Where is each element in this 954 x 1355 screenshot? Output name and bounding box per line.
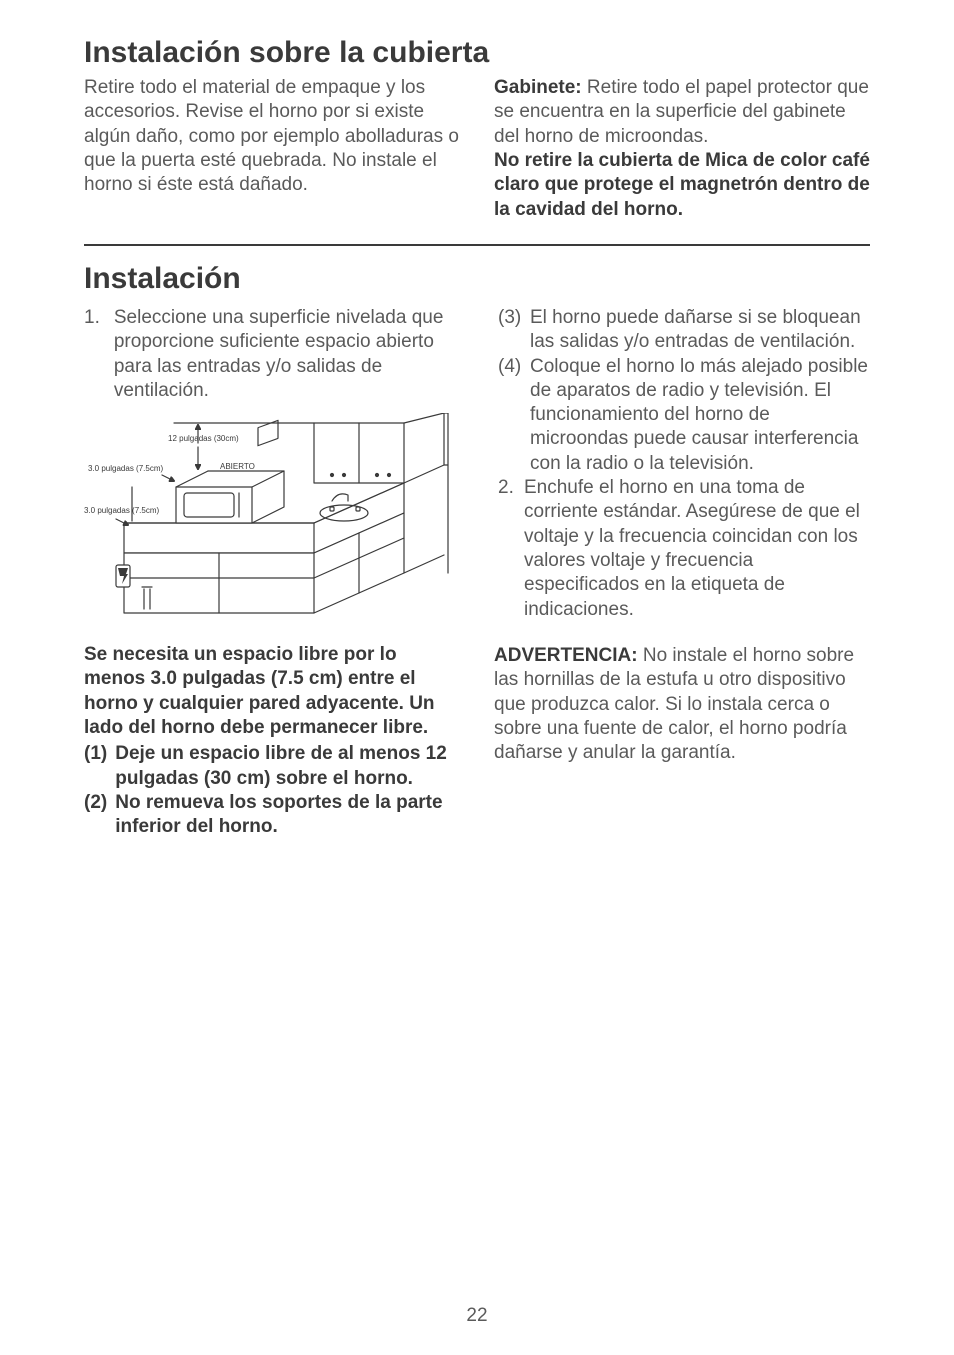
item-text: Deje un espacio libre de al menos 12 pul… xyxy=(115,742,460,791)
list-item: (2) No remueva los soportes de la parte … xyxy=(84,791,460,840)
list-item: (1) Deje un espacio libre de al menos 12… xyxy=(84,742,460,791)
gabinete-label: Gabinete: xyxy=(494,77,582,98)
advertencia-paragraph: ADVERTENCIA: No instale el horno sobre l… xyxy=(494,644,870,766)
item-text: El horno puede dañarse si se bloquean la… xyxy=(530,306,870,355)
item-number: (2) xyxy=(84,791,107,840)
list-item: (4) Coloque el horno lo más alejado posi… xyxy=(498,355,870,477)
list-item: (3) El horno puede dañarse si se bloquea… xyxy=(498,306,870,355)
item-number: (4) xyxy=(498,355,524,477)
item-number: (3) xyxy=(498,306,524,355)
item-number: (1) xyxy=(84,742,107,791)
page-number: 22 xyxy=(0,1305,954,1327)
clearance-diagram: 12 pulgadas (30cm) 3.0 pulgadas (7.5cm) … xyxy=(84,413,464,623)
fig-label-side-b: 3.0 pulgadas (7.5cm) xyxy=(84,506,159,515)
fig-label-side-a: 3.0 pulgadas (7.5cm) xyxy=(88,464,163,473)
section-divider xyxy=(84,244,870,246)
clearance-bold-paragraph: Se necesita un espacio libre por lo meno… xyxy=(84,643,460,740)
heading-instalacion: Instalación xyxy=(84,262,870,296)
item-number: 2. xyxy=(498,476,514,622)
item-text: Coloque el horno lo más alejado posible … xyxy=(530,355,870,477)
item-number: 1. xyxy=(84,306,100,403)
item-text: Seleccione una superficie nivelada que p… xyxy=(114,306,460,403)
advertencia-label: ADVERTENCIA: xyxy=(494,645,638,666)
gabinete-warning-bold: No retire la cubierta de Mica de color c… xyxy=(494,150,870,220)
heading-cubierta: Instalación sobre la cubierta xyxy=(84,36,870,70)
fig-label-top: 12 pulgadas (30cm) xyxy=(168,434,239,443)
list-item: 1. Seleccione una superficie nivelada qu… xyxy=(84,306,460,403)
fig-label-open: ABIERTO xyxy=(220,462,255,471)
item-text: Enchufe el horno en una toma de corrient… xyxy=(524,476,870,622)
item-text: No remueva los soportes de la parte infe… xyxy=(115,791,460,840)
list-item: 2. Enchufe el horno en una toma de corri… xyxy=(498,476,870,622)
cubierta-left-paragraph: Retire todo el material de empaque y los… xyxy=(84,76,460,198)
cubierta-right-paragraph: Gabinete: Retire todo el papel protector… xyxy=(494,76,870,222)
